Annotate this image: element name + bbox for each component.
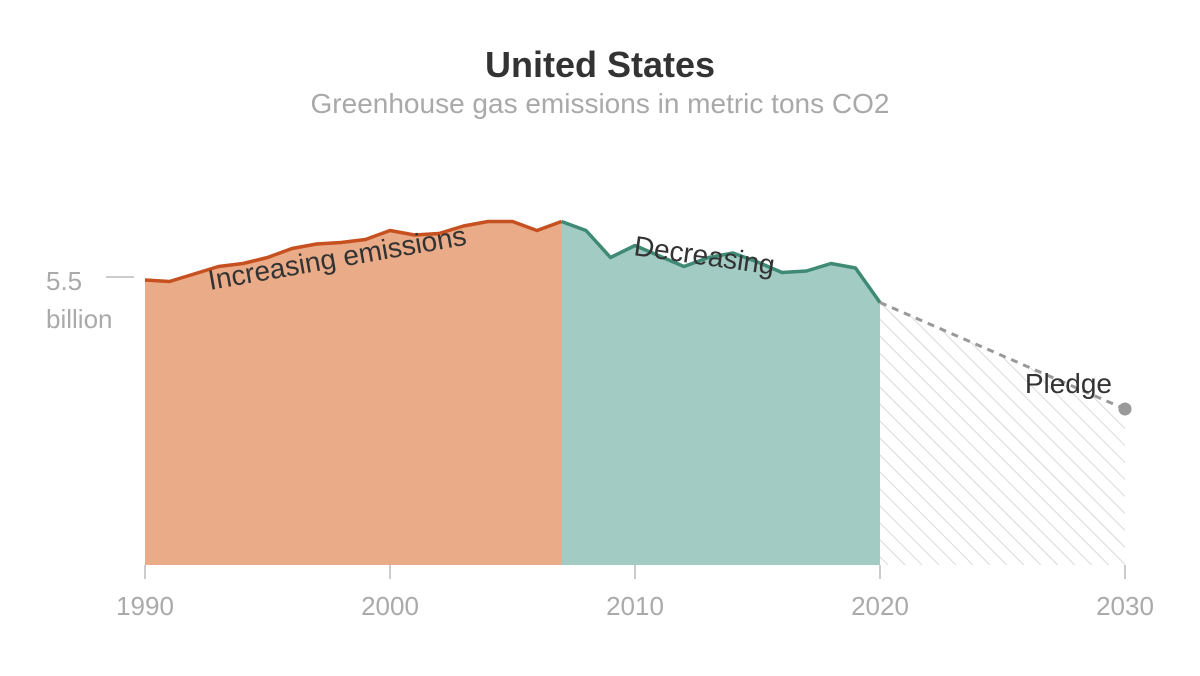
line-increasing	[144, 219, 563, 284]
x-tick-label-2030: 2030	[1096, 591, 1154, 621]
x-tick-label-2020: 2020	[851, 591, 909, 621]
area-decreasing	[561, 221, 880, 565]
x-tick-label-2000: 2000	[361, 591, 419, 621]
x-tick-label-1990: 1990	[116, 591, 174, 621]
chart-subtitle: Greenhouse gas emissions in metric tons …	[310, 88, 890, 119]
pledge-point	[1118, 402, 1132, 416]
area-increasing	[145, 221, 562, 565]
x-tick-label-2010: 2010	[606, 591, 664, 621]
annotation-pledge: Pledge	[1025, 368, 1112, 399]
y-reference-value: 5.5	[46, 266, 82, 296]
line-decreasing	[560, 219, 882, 304]
y-reference-unit: billion	[46, 304, 113, 334]
line-pledge	[879, 301, 1126, 411]
chart-title: United States	[484, 44, 716, 85]
area-pledge	[880, 302, 1125, 565]
